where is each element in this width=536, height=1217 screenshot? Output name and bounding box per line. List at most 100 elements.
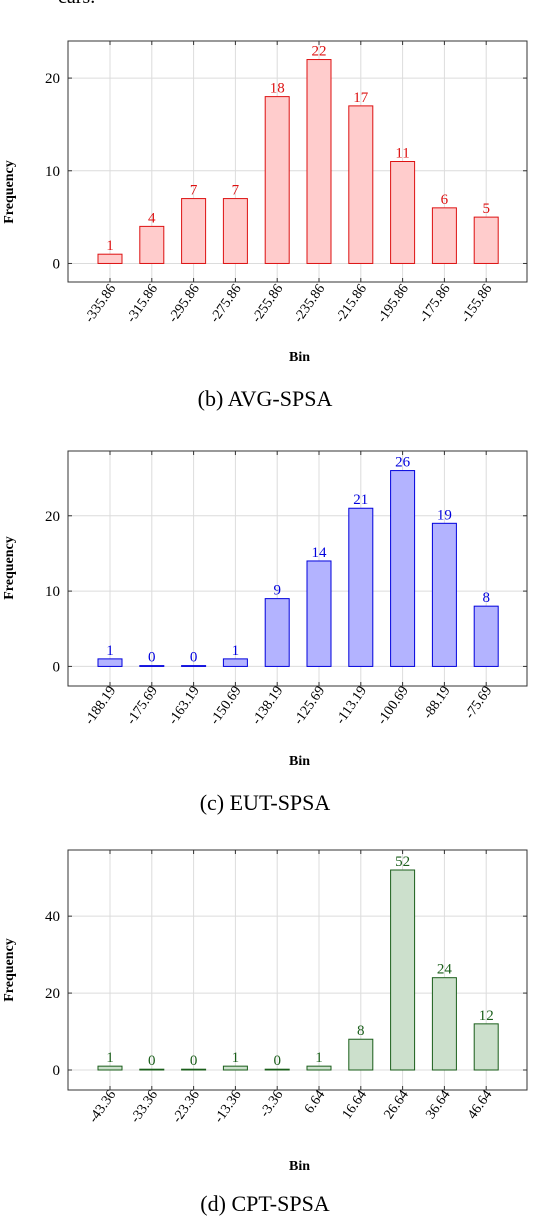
y-axis-label: Frequency [2, 536, 17, 600]
x-tick-label: -150.69 [208, 684, 245, 728]
x-tick-label: -295.86 [166, 282, 203, 326]
bar [431, 207, 457, 264]
bar-value-label: 8 [482, 590, 490, 606]
bar [222, 658, 248, 667]
bar [306, 59, 332, 264]
caption-cpt-spsa: (d) CPT-SPSA [200, 1191, 330, 1216]
bar [139, 1068, 165, 1071]
bar-value-label: 52 [395, 854, 410, 870]
x-tick-label: -138.19 [249, 684, 286, 728]
y-tick-label: 20 [45, 986, 60, 1002]
bar-value-label: 12 [479, 1008, 494, 1024]
x-tick-label: -155.86 [458, 282, 495, 326]
bar [139, 665, 165, 667]
y-tick-label: 0 [53, 659, 61, 675]
preceding-text-fragment: cars. [58, 0, 95, 9]
bar [473, 605, 499, 667]
x-tick-label: -3.36 [257, 1088, 286, 1120]
y-tick-label: 10 [45, 584, 60, 600]
bar-value-label: 7 [190, 183, 198, 199]
bar [222, 1065, 248, 1071]
bar [306, 560, 332, 667]
x-tick-label: 36.64 [423, 1088, 453, 1122]
x-tick-label: -315.86 [124, 282, 161, 326]
x-tick-label: -13.36 [212, 1088, 245, 1126]
bar-value-label: 1 [106, 643, 114, 659]
x-tick-label: 26.64 [382, 1088, 412, 1122]
x-tick-label: -113.19 [333, 684, 370, 728]
x-tick-label: -75.69 [462, 684, 495, 722]
bar-value-label: 5 [482, 201, 490, 217]
x-tick-label: -175.69 [124, 684, 161, 728]
bar [181, 1068, 207, 1071]
bar-value-label: 11 [395, 146, 409, 162]
x-tick-label: 6.64 [302, 1088, 328, 1117]
y-axis-label: Frequency [2, 938, 17, 1002]
x-tick-label: -188.19 [82, 684, 119, 728]
bar [431, 522, 457, 667]
bar [97, 1065, 123, 1071]
y-axis-label: Frequency [2, 160, 17, 224]
bar [264, 1068, 290, 1071]
axis-frame [67, 450, 528, 687]
x-tick-label: -33.36 [128, 1088, 161, 1126]
bar-value-label: 1 [106, 238, 114, 254]
x-tick-label: -215.86 [333, 282, 370, 326]
bar-value-label: 21 [353, 492, 368, 508]
x-tick-label: -335.86 [82, 282, 119, 326]
bar [181, 198, 207, 264]
x-tick-label: -88.19 [421, 684, 454, 722]
bar-value-label: 6 [441, 192, 449, 208]
caption-avg-spsa: (b) AVG-SPSA [197, 386, 333, 411]
bar-value-label: 0 [148, 1053, 156, 1069]
bar-value-label: 1 [232, 1050, 240, 1066]
y-tick-label: 0 [53, 256, 61, 272]
axis-frame [67, 849, 528, 1091]
bar-value-label: 0 [190, 650, 198, 666]
bar-value-label: 4 [148, 210, 156, 226]
bar-value-label: 18 [270, 81, 285, 97]
x-tick-label: 46.64 [465, 1088, 495, 1122]
bar-value-label: 17 [353, 90, 369, 106]
x-tick-label: -195.86 [375, 282, 412, 326]
bar [181, 665, 207, 667]
bar [431, 977, 457, 1071]
bar [473, 216, 499, 264]
bar [97, 253, 123, 264]
bar [473, 1023, 499, 1071]
bar-value-label: 14 [312, 545, 328, 561]
bar [348, 105, 374, 264]
caption-eut-spsa: (c) EUT-SPSA [199, 790, 331, 815]
x-tick-label: -43.36 [86, 1088, 119, 1126]
bar-value-label: 9 [273, 583, 281, 599]
bar [222, 198, 248, 264]
x-tick-label: -125.69 [291, 684, 328, 728]
x-tick-label: -23.36 [170, 1088, 203, 1126]
y-tick-label: 40 [45, 909, 60, 925]
bar-value-label: 7 [232, 183, 240, 199]
bar-value-label: 19 [437, 507, 452, 523]
bar [264, 598, 290, 667]
bar [97, 658, 123, 667]
bar-value-label: 0 [148, 650, 156, 666]
x-axis-label: Bin [289, 1159, 310, 1174]
bar [306, 1065, 332, 1071]
bar-value-label: 1 [232, 643, 240, 659]
chart-avg-spsa: 1 4 7 7 18 22 17 11 6 5 0 10 20 -335.86 -315.86 -295.86… [2, 40, 528, 365]
x-axis-label: Bin [289, 754, 310, 769]
bar [139, 225, 165, 264]
bar-value-label: 8 [357, 1023, 365, 1039]
x-tick-label: -175.86 [417, 282, 454, 326]
axis-frame [67, 40, 528, 283]
y-tick-label: 20 [45, 509, 60, 525]
bar-value-label: 0 [190, 1053, 198, 1069]
x-axis-label: Bin [289, 350, 310, 365]
x-tick-label: -255.86 [249, 282, 286, 326]
x-tick-label: 16.64 [340, 1088, 370, 1122]
bar-value-label: 22 [312, 44, 327, 60]
chart-cpt-spsa: 1 0 0 1 0 1 8 52 24 12 0 20 40 -43.36 -33.36 -23.36 -13.… [2, 849, 528, 1174]
bar [348, 507, 374, 667]
x-tick-label: -275.86 [208, 282, 245, 326]
bar [348, 1038, 374, 1071]
